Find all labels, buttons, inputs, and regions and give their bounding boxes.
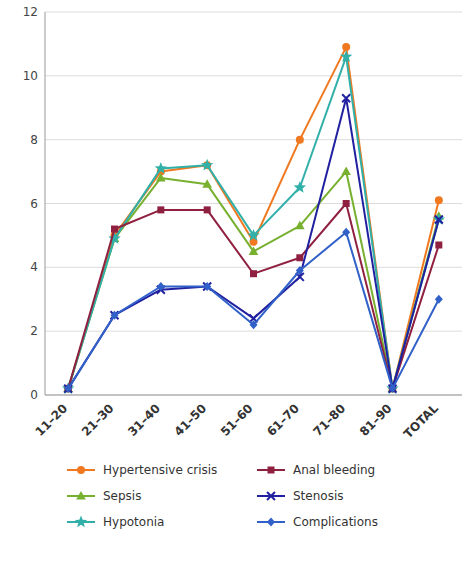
y-tick-label: 8: [30, 133, 38, 147]
legend-label: Sepsis: [103, 489, 141, 503]
marker: [157, 206, 164, 213]
x-tick-label: 71–80: [311, 401, 349, 439]
legend-marker: [268, 467, 275, 474]
grid-line: [45, 331, 462, 332]
grid-line: [45, 12, 462, 13]
legend-marker: [75, 516, 87, 528]
marker: [247, 229, 259, 241]
marker: [388, 384, 398, 393]
legend-marker: [267, 492, 275, 500]
marker: [340, 50, 352, 62]
legend-label: Hypertensive crisis: [103, 463, 217, 477]
marker: [342, 94, 350, 102]
legend-item: Sepsis: [67, 489, 141, 503]
legend-label: Complications: [293, 515, 378, 529]
x-tick-label: 61–70: [264, 401, 302, 439]
marker: [202, 179, 212, 188]
y-axis: [45, 12, 46, 395]
marker: [250, 270, 257, 277]
series-line: [68, 57, 439, 389]
marker: [203, 282, 211, 291]
y-tick-label: 10: [23, 69, 38, 83]
marker: [249, 246, 259, 255]
marker: [62, 382, 74, 394]
series-line: [68, 172, 439, 389]
marker: [342, 228, 350, 237]
marker: [157, 282, 165, 291]
x-tick-label: TOTAL: [401, 401, 441, 441]
series-line: [68, 204, 439, 389]
series-line: [68, 232, 439, 388]
grid-line: [45, 75, 462, 76]
x-tick-label: 21–30: [79, 401, 117, 439]
marker: [111, 311, 119, 320]
grid-line: [45, 203, 462, 204]
x-tick-label: 41–50: [172, 401, 210, 439]
x-tick-label: 81–90: [357, 401, 395, 439]
marker: [296, 266, 304, 275]
legend-marker: [76, 491, 86, 500]
x-tick-label: 11–20: [33, 401, 71, 439]
y-tick-label: 12: [23, 5, 38, 19]
grid-line: [45, 395, 462, 396]
marker: [389, 385, 397, 393]
marker: [204, 206, 211, 213]
grid-line: [45, 139, 462, 140]
marker: [294, 181, 306, 193]
marker: [64, 384, 72, 393]
legend-item: Stenosis: [257, 489, 344, 503]
marker: [389, 385, 396, 392]
marker: [342, 43, 350, 51]
legend-marker: [77, 466, 85, 474]
y-tick-label: 2: [30, 324, 38, 338]
marker: [343, 200, 350, 207]
marker: [295, 221, 305, 230]
grid-line: [45, 267, 462, 268]
y-tick-label: 4: [30, 260, 38, 274]
legend-item: Complications: [257, 515, 378, 529]
marker: [435, 241, 442, 248]
marker: [111, 226, 118, 233]
y-tick-label: 6: [30, 197, 38, 211]
legend: Hypertensive crisis Sepsis Hypotonia Anal b…: [67, 463, 378, 529]
marker: [155, 162, 167, 174]
series-line: [68, 98, 439, 388]
legend-item: Hypotonia: [67, 515, 164, 529]
marker: [250, 320, 258, 329]
legend-item: Hypertensive crisis: [67, 463, 217, 477]
series-line: [68, 47, 439, 389]
legend-item: Anal bleeding: [257, 463, 375, 477]
legend-marker: [267, 518, 275, 527]
marker: [201, 159, 213, 171]
marker: [435, 196, 443, 204]
marker: [435, 295, 443, 304]
x-tick-label: 31–40: [125, 401, 163, 439]
legend-label: Hypotonia: [103, 515, 164, 529]
marker: [296, 136, 304, 144]
marker: [296, 254, 303, 261]
chart: 0 2 4 6 8 10 12 11–2021–3031–4041–5051–6061–707…: [0, 0, 474, 572]
marker: [389, 384, 397, 393]
legend-label: Stenosis: [293, 489, 344, 503]
y-tick-label: 0: [30, 388, 38, 402]
grid: [45, 12, 462, 395]
legend-label: Anal bleeding: [293, 463, 375, 477]
marker: [341, 167, 351, 176]
x-axis: [45, 395, 462, 396]
plot-area: [62, 43, 445, 394]
marker: [389, 385, 397, 393]
x-tick-label: 51–60: [218, 401, 256, 439]
marker: [435, 215, 443, 223]
